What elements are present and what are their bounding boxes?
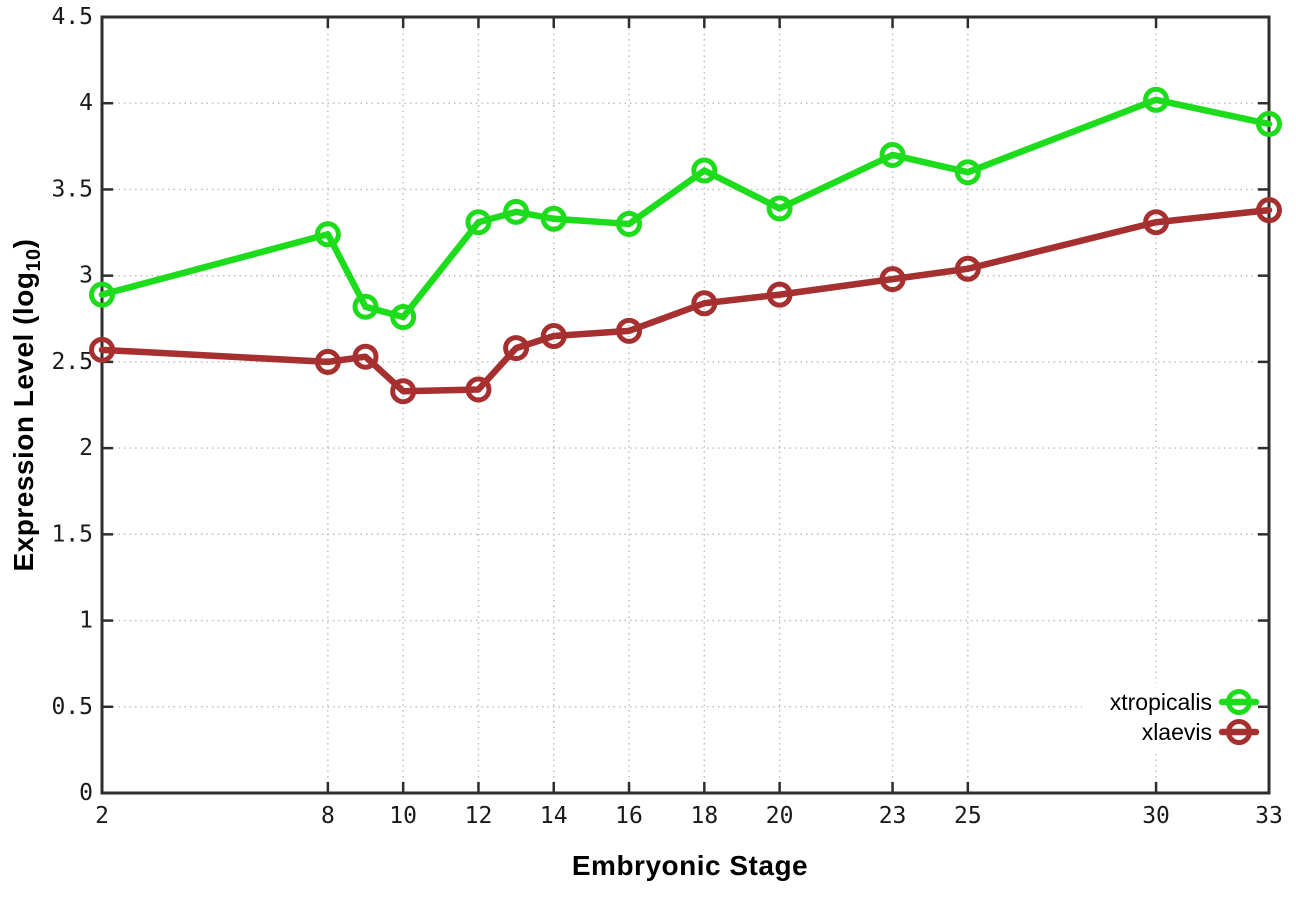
- data-point-xtropicalis: [954, 159, 981, 186]
- data-point-xtropicalis: [616, 210, 643, 237]
- x-tick-label: 2: [95, 803, 109, 829]
- legend-marker-xtropicalis: [1226, 689, 1252, 715]
- y-tick-label: 3.5: [51, 176, 93, 202]
- data-point-xlaevis: [766, 281, 793, 308]
- series-line-xtropicalis: [98, 96, 1273, 321]
- data-point-xtropicalis: [691, 157, 718, 184]
- y-axis-title: Expression Level (log10): [8, 239, 46, 572]
- data-point-xtropicalis: [766, 195, 793, 222]
- data-point-xtropicalis: [314, 221, 341, 248]
- data-point-xtropicalis: [390, 304, 417, 331]
- x-tick-label: 23: [879, 803, 907, 829]
- data-point-xlaevis: [540, 323, 567, 350]
- y-tick-label: 3: [79, 263, 93, 289]
- x-tick-label: 14: [540, 803, 568, 829]
- x-tick-label: 25: [954, 803, 982, 829]
- data-point-xlaevis: [616, 317, 643, 344]
- data-point-xtropicalis: [1256, 110, 1282, 137]
- y-axis-title-end: ): [8, 238, 40, 249]
- data-point-xtropicalis: [540, 205, 567, 232]
- y-tick-label: 4: [79, 90, 93, 116]
- y-tick-label: 2.5: [51, 349, 93, 375]
- data-point-xtropicalis: [879, 141, 906, 168]
- data-point-xlaevis: [691, 290, 718, 317]
- data-point-xlaevis: [503, 335, 530, 362]
- legend-label-xtropicalis: xtropicalis: [1110, 689, 1212, 715]
- legend-marker-xlaevis: [1226, 719, 1252, 745]
- x-tick-label: 16: [615, 803, 643, 829]
- data-point-xtropicalis: [1143, 86, 1170, 113]
- data-point-xlaevis: [954, 255, 981, 282]
- y-axis-title-main: Expression Level (log: [8, 271, 40, 572]
- x-tick-label: 33: [1255, 803, 1283, 829]
- y-tick-label: 0: [79, 780, 93, 806]
- data-point-xlaevis: [390, 378, 417, 405]
- x-tick-label: 20: [766, 803, 794, 829]
- y-tick-label: 2: [79, 435, 93, 461]
- x-tick-label: 18: [690, 803, 718, 829]
- x-tick-label: 30: [1142, 803, 1170, 829]
- y-tick-label: 1.5: [51, 521, 93, 547]
- x-axis-title: Embryonic Stage: [571, 850, 809, 881]
- data-point-xtropicalis: [503, 198, 530, 225]
- series-line-xlaevis: [98, 206, 1273, 395]
- y-tick-label: 4.5: [51, 4, 93, 30]
- data-point-xlaevis: [1143, 209, 1170, 236]
- data-point-xlaevis: [879, 266, 906, 293]
- y-tick-label: 1: [79, 608, 93, 634]
- data-point-xtropicalis: [352, 293, 379, 320]
- data-point-xlaevis: [1256, 197, 1282, 224]
- data-point-xtropicalis: [89, 281, 115, 308]
- plot-border: [100, 15, 1271, 795]
- data-point-xlaevis: [352, 343, 379, 370]
- x-tick-label: 12: [465, 803, 493, 829]
- y-tick-label: 0.5: [51, 694, 93, 720]
- data-point-xlaevis: [89, 336, 115, 363]
- data-point-xlaevis: [314, 348, 341, 375]
- x-tick-label: 8: [321, 803, 335, 829]
- data-point-xtropicalis: [465, 209, 492, 236]
- y-axis-title-subscript: 10: [22, 248, 45, 272]
- data-point-xlaevis: [465, 376, 492, 403]
- x-tick-label: 10: [389, 803, 417, 829]
- legend-label-xlaevis: xlaevis: [1142, 719, 1212, 745]
